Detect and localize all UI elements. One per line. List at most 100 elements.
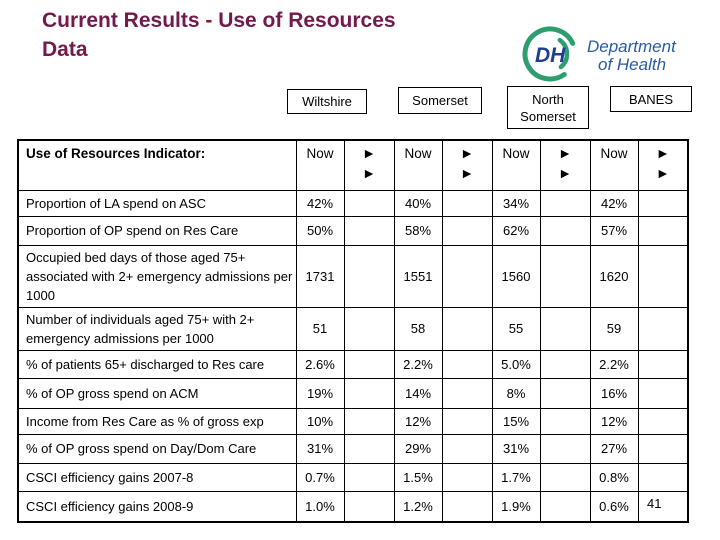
value-cell: 1.9%: [491, 490, 541, 523]
indicator-label: CSCI efficiency gains 2008-9: [17, 490, 297, 523]
trend-cell: [343, 462, 395, 492]
page-title: Current Results - Use of Resources Data: [42, 6, 512, 64]
value-cell: 50%: [295, 215, 345, 246]
trend-cell: [539, 215, 591, 246]
region-label-wiltshire: Wiltshire: [287, 89, 367, 114]
trend-cell: [441, 189, 493, 217]
value-cell: 5.0%: [491, 349, 541, 379]
trend-column-header: ► ►: [637, 139, 689, 191]
indicator-label: Proportion of LA spend on ASC: [17, 189, 297, 217]
indicator-label: % of OP gross spend on ACM: [17, 377, 297, 409]
value-cell: 2.2%: [393, 349, 443, 379]
value-cell: 12%: [589, 407, 639, 435]
value-cell: 19%: [295, 377, 345, 409]
value-cell: 31%: [491, 433, 541, 464]
value-cell: 55: [491, 306, 541, 351]
trend-arrow-icon: ►: [655, 145, 670, 161]
region-label-north-somerset: North Somerset: [507, 86, 589, 129]
value-cell: 1.7%: [491, 462, 541, 492]
dh-logo-mark-icon: DH: [522, 26, 576, 82]
trend-cell: [637, 462, 689, 492]
table-row: CSCI efficiency gains 2008-9 1.0% 1.2% 1.9%…: [17, 490, 689, 523]
value-cell: 42%: [589, 189, 639, 217]
value-cell: 14%: [393, 377, 443, 409]
indicator-label: % of OP gross spend on Day/Dom Care: [17, 433, 297, 464]
table-header-row: Use of Resources Indicator: Now ► ► Now …: [17, 139, 689, 191]
trend-cell: [441, 433, 493, 464]
trend-cell: [441, 490, 493, 523]
page-title-line2: Data: [42, 38, 88, 61]
trend-cell: [343, 215, 395, 246]
dh-logo-name: Department of Health: [587, 38, 676, 74]
trend-cell: [637, 433, 689, 464]
now-column-header: Now: [491, 139, 541, 191]
trend-cell: [441, 215, 493, 246]
value-cell: 1560: [491, 244, 541, 308]
trend-arrow-icon: ►: [558, 145, 572, 161]
value-cell: 10%: [295, 407, 345, 435]
now-column-header: Now: [589, 139, 639, 191]
results-table: Use of Resources Indicator: Now ► ► Now …: [17, 139, 689, 523]
value-cell: 42%: [295, 189, 345, 217]
value-cell: 51: [295, 306, 345, 351]
trend-cell: [637, 377, 689, 409]
trend-arrow-icon: ►: [558, 165, 572, 181]
page-title-line1: Current Results - Use of Resources: [42, 9, 396, 32]
value-cell: 12%: [393, 407, 443, 435]
trend-arrow-icon: ►: [460, 145, 474, 161]
trend-cell: [343, 189, 395, 217]
value-cell: 1551: [393, 244, 443, 308]
value-cell: 0.7%: [295, 462, 345, 492]
trend-arrow-icon: ►: [362, 165, 376, 181]
trend-arrow-icon: ►: [362, 145, 376, 161]
value-cell: 34%: [491, 189, 541, 217]
value-cell: 27%: [589, 433, 639, 464]
table-row: % of patients 65+ discharged to Res care…: [17, 349, 689, 379]
trend-cell: [343, 306, 395, 351]
now-column-header: Now: [295, 139, 345, 191]
dh-logo-name-line1: Department: [587, 37, 676, 56]
now-column-header: Now: [393, 139, 443, 191]
indicator-label: Proportion of OP spend on Res Care: [17, 215, 297, 246]
trend-cell: [441, 407, 493, 435]
trend-cell: [441, 306, 493, 351]
table-row: CSCI efficiency gains 2007-8 0.7% 1.5% 1.7%…: [17, 462, 689, 492]
region-label-text: BANES: [628, 91, 674, 107]
indicator-label: Number of individuals aged 75+ with 2+ e…: [17, 306, 297, 351]
region-label-text: Somerset: [412, 93, 468, 108]
trend-cell: [441, 462, 493, 492]
table-row: Income from Res Care as % of gross exp 10…: [17, 407, 689, 435]
value-cell: 15%: [491, 407, 541, 435]
trend-arrow-icon: ►: [655, 165, 670, 181]
trend-cell: [441, 244, 493, 308]
value-cell: 1.0%: [295, 490, 345, 523]
value-cell: 1731: [295, 244, 345, 308]
value-cell: 31%: [295, 433, 345, 464]
value-cell: 1620: [589, 244, 639, 308]
trend-cell: [637, 244, 689, 308]
trend-cell: [539, 349, 591, 379]
trend-cell: [343, 490, 395, 523]
trend-cell: [343, 407, 395, 435]
trend-cell: [539, 377, 591, 409]
dh-logo-text: DH: [535, 44, 566, 67]
trend-cell: [637, 349, 689, 379]
table-row: Number of individuals aged 75+ with 2+ e…: [17, 306, 689, 351]
trend-cell: [637, 306, 689, 351]
value-cell: 57%: [589, 215, 639, 246]
trend-cell: [343, 349, 395, 379]
dh-logo-name-line2: of Health: [598, 55, 667, 74]
trend-cell: [539, 407, 591, 435]
trend-cell: [343, 377, 395, 409]
trend-cell: [343, 244, 395, 308]
value-cell: 1.5%: [393, 462, 443, 492]
indicator-column-header: Use of Resources Indicator:: [17, 139, 297, 191]
value-cell: 8%: [491, 377, 541, 409]
trend-cell: [637, 490, 689, 523]
trend-cell: [441, 377, 493, 409]
trend-cell: [539, 462, 591, 492]
region-label-text: Wiltshire: [302, 94, 352, 109]
table-row: Proportion of LA spend on ASC 42% 40% 34% 42…: [17, 189, 689, 217]
indicator-label: Income from Res Care as % of gross exp: [17, 407, 297, 435]
